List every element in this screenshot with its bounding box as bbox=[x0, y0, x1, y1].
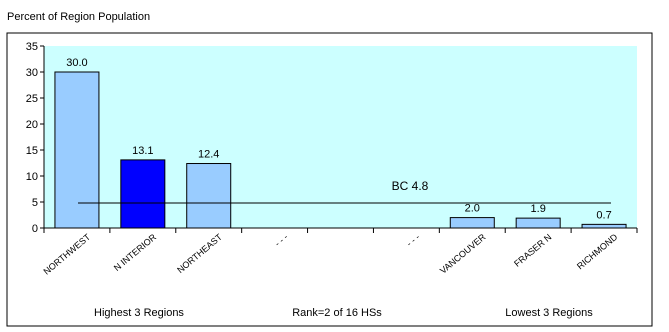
value-label-1: 13.1 bbox=[132, 145, 153, 157]
bar-8 bbox=[581, 223, 627, 229]
bar-0 bbox=[54, 71, 100, 229]
y-tick-label-3: 15 bbox=[26, 145, 38, 157]
y-tick-label-5: 25 bbox=[26, 93, 38, 105]
group-label-2: Lowest 3 Regions bbox=[505, 307, 593, 319]
y-tick-label-4: 20 bbox=[26, 119, 38, 131]
y-tick-label-6: 30 bbox=[26, 67, 38, 79]
y-tick-label-2: 10 bbox=[26, 171, 38, 183]
bar-6 bbox=[449, 217, 495, 229]
y-tick-label-0: 0 bbox=[32, 223, 38, 235]
bars: 30.0 13.1 12.4 2.0 1.9 0.7 bbox=[54, 57, 627, 229]
y-axis-title: Percent of Region Population bbox=[7, 11, 150, 23]
value-label-0: 30.0 bbox=[66, 57, 87, 69]
reference-line: BC 4.8 bbox=[78, 179, 611, 204]
group-labels: Highest 3 Regions Rank=2 of 16 HSs Lowest … bbox=[94, 307, 593, 319]
group-label-1: Rank=2 of 16 HSs bbox=[292, 307, 382, 319]
bar-1 bbox=[120, 159, 166, 229]
value-label-2: 12.4 bbox=[198, 149, 219, 161]
bar-2 bbox=[186, 163, 232, 229]
y-tick-label-1: 5 bbox=[32, 197, 38, 209]
value-label-7: 1.9 bbox=[531, 203, 546, 215]
y-axis: 0 5 10 15 20 25 30 35 bbox=[26, 41, 45, 235]
value-label-8: 0.7 bbox=[596, 209, 611, 221]
reference-line-label: BC 4.8 bbox=[392, 179, 429, 193]
value-label-6: 2.0 bbox=[465, 203, 480, 215]
bar-7 bbox=[515, 217, 561, 229]
group-label-0: Highest 3 Regions bbox=[94, 307, 184, 319]
y-tick-label-7: 35 bbox=[26, 41, 38, 53]
